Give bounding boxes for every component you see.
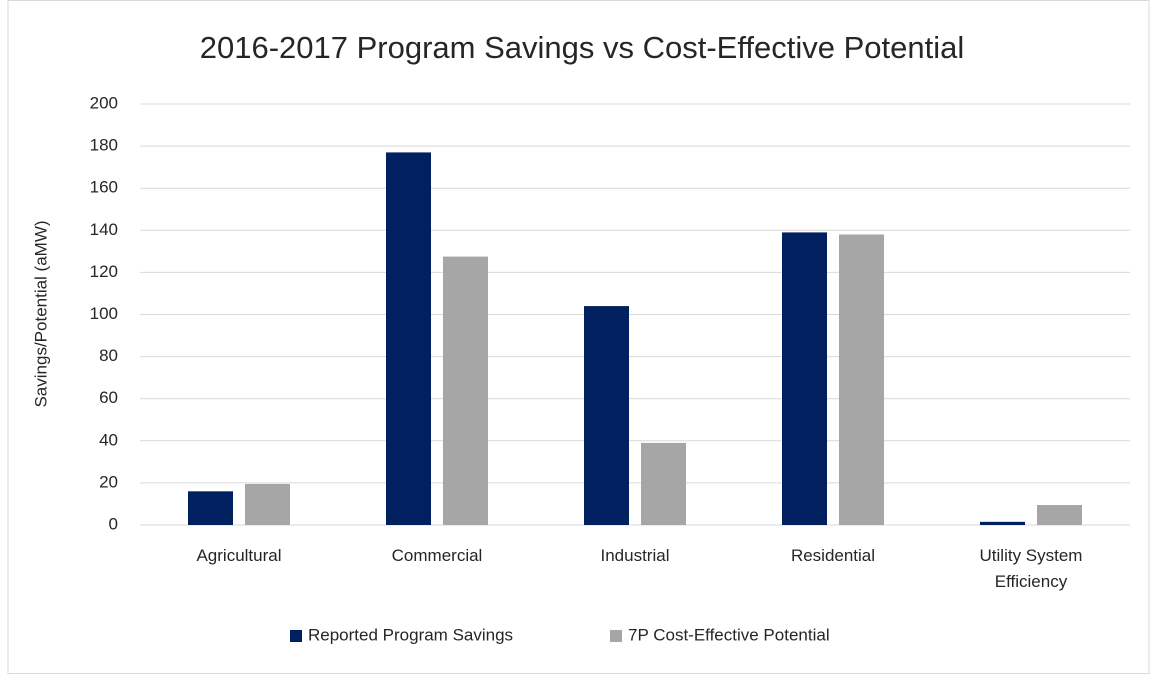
bar <box>443 256 488 525</box>
y-tick-label: 0 <box>109 514 118 533</box>
x-tick-label: Commercial <box>392 546 483 565</box>
x-tick-label: Industrial <box>601 546 670 565</box>
bar <box>839 234 884 525</box>
legend-swatch <box>610 630 622 642</box>
y-tick-label: 200 <box>90 93 118 112</box>
legend-label: 7P Cost-Effective Potential <box>628 625 830 644</box>
bar <box>386 152 431 526</box>
bar <box>782 232 827 525</box>
x-tick-label: Agricultural <box>196 546 281 565</box>
chart-border <box>7 0 1150 674</box>
y-tick-label: 100 <box>90 304 118 323</box>
legend-label: Reported Program Savings <box>308 625 513 644</box>
bar <box>188 491 233 525</box>
y-tick-label: 180 <box>90 136 118 155</box>
bar <box>641 442 686 525</box>
y-tick-label: 160 <box>90 178 118 197</box>
bar <box>584 306 629 525</box>
chart-title: 2016-2017 Program Savings vs Cost-Effect… <box>200 30 965 65</box>
bar <box>1037 505 1082 525</box>
y-tick-label: 40 <box>99 430 118 449</box>
y-tick-label: 60 <box>99 388 118 407</box>
bar <box>980 521 1025 525</box>
y-tick-label: 80 <box>99 346 118 365</box>
x-tick-label: Utility System Efficiency <box>980 546 1083 591</box>
y-tick-label: 120 <box>90 262 118 281</box>
legend-swatch <box>290 630 302 642</box>
y-tick-label: 20 <box>99 472 118 491</box>
bar <box>245 483 290 525</box>
y-tick-label: 140 <box>90 220 118 239</box>
y-axis-label: Savings/Potential (aMW) <box>31 220 50 407</box>
x-tick-label: Residential <box>791 546 875 565</box>
